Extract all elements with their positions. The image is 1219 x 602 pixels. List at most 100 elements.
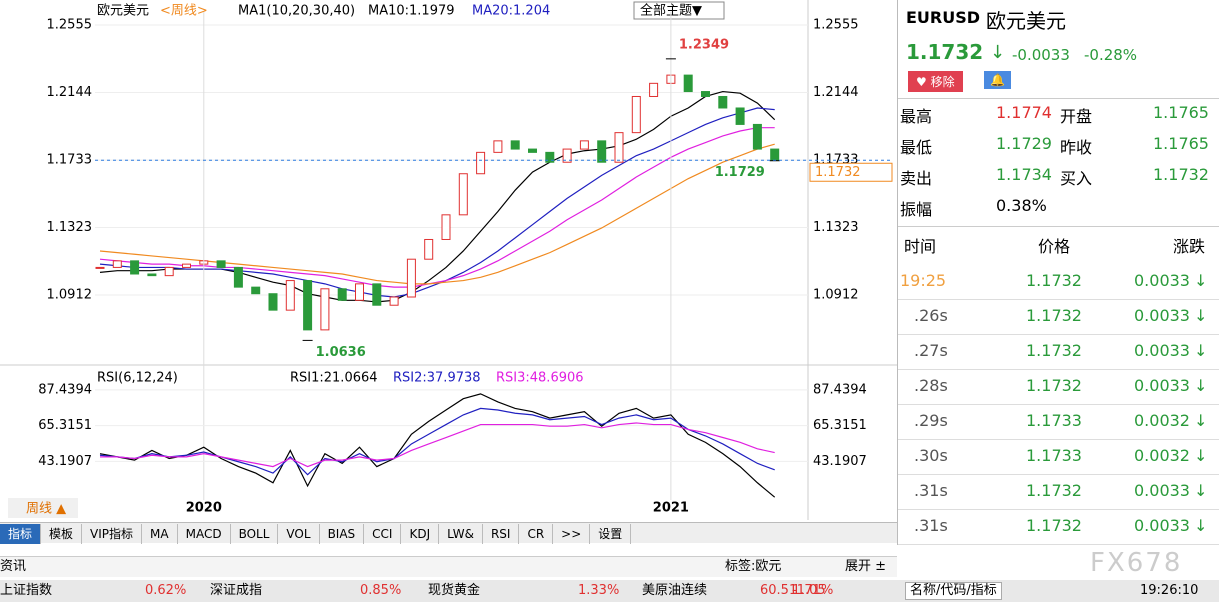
- search[interactable]: 名称/代码/指标: [905, 582, 1002, 600]
- y-tick-label: 87.4394: [38, 382, 92, 397]
- title: 欧元美元: [97, 4, 149, 19]
- trade-cell: 0.0032: [1134, 411, 1190, 430]
- news-title[interactable]: 资讯: [0, 559, 27, 574]
- ticker-item: 0.62%: [145, 583, 187, 598]
- trade-cell: 1.1733: [1026, 411, 1082, 430]
- candle: [164, 266, 174, 277]
- symbol: EURUSD: [906, 8, 981, 27]
- tab[interactable]: KDJ: [401, 524, 440, 544]
- quote-cell: 1.1732: [1153, 165, 1209, 184]
- candle: [303, 280, 313, 331]
- quote-cell: 最低: [900, 138, 933, 157]
- indicator: MA1(10,20,30,40): [238, 4, 355, 19]
- trade-cell: 0.0033: [1134, 271, 1190, 290]
- annotation: 1.1729: [715, 165, 765, 180]
- y-tick-label: 1.0912: [813, 288, 859, 303]
- down-arrow: ↓: [1194, 271, 1208, 290]
- tab[interactable]: VIP指标: [82, 524, 143, 544]
- tab[interactable]: BOLL: [231, 524, 279, 544]
- tab[interactable]: BIAS: [320, 524, 365, 544]
- annotation: 1.2349: [679, 37, 729, 52]
- trade-cell: .26s: [914, 306, 948, 325]
- ticker-item: 1.71%: [792, 583, 834, 598]
- quote-cell: 1.1765: [1153, 134, 1209, 153]
- y-tick-label: 1.1323: [47, 220, 93, 235]
- quote-cell: 1.1729: [996, 134, 1052, 153]
- candle: [112, 260, 122, 268]
- theme-label[interactable]: 全部主题▼: [640, 3, 702, 19]
- remove-label[interactable]: 移除: [930, 75, 955, 89]
- candle: [545, 151, 555, 163]
- candle: [649, 82, 659, 97]
- ticker-item: 美原油连续: [642, 583, 708, 598]
- period-button[interactable]: [8, 498, 78, 518]
- period: <周线>: [160, 4, 208, 19]
- candle: [476, 151, 486, 175]
- trade-cell: 0.0033: [1134, 481, 1190, 500]
- ticker-item: 上证指数: [0, 583, 53, 598]
- candle: [372, 283, 382, 306]
- y-tick-label: 87.4394: [813, 382, 867, 397]
- candle: [683, 74, 693, 93]
- candle: [493, 140, 503, 153]
- trade-header: 价格: [1038, 237, 1071, 256]
- ticker-item: 现货黄金: [428, 583, 481, 598]
- trade-cell: 1.1732: [1026, 481, 1082, 500]
- down-arrow: ↓: [1194, 516, 1208, 535]
- tab[interactable]: MACD: [178, 524, 231, 544]
- down-arrow: ↓: [1194, 411, 1208, 430]
- tab-bar: 指标 模板 VIP指标 MA MACD BOLL VOL BIAS CCI KDJ LW& RSI CR…: [0, 522, 897, 544]
- quote-cell: 昨收: [1060, 138, 1093, 157]
- ticker-item: 0.85%: [360, 583, 402, 598]
- series-line: [99, 143, 775, 285]
- arrow: ↓: [990, 42, 1006, 63]
- trade-cell: 1.1733: [1026, 446, 1082, 465]
- tab[interactable]: 模板: [41, 524, 83, 544]
- tab[interactable]: 指标: [0, 524, 42, 544]
- expand[interactable]: 展开 ±: [845, 559, 887, 574]
- chart-area: 欧元美元 <周线> MA1(10,20,30,40) MA10:1.1979 M…: [0, 0, 897, 520]
- down-arrow: ↓: [1194, 376, 1208, 395]
- candle: [355, 283, 364, 301]
- candle: [752, 123, 762, 150]
- tab[interactable]: 设置: [590, 524, 632, 544]
- series-line: [99, 393, 776, 498]
- trade-cell: 1.1732: [1026, 271, 1082, 290]
- remove-button[interactable]: ♥ 移除: [908, 71, 963, 92]
- tab[interactable]: RSI: [483, 524, 520, 544]
- legend: RSI3:48.6906: [496, 371, 584, 386]
- trade-cell: 0.0032: [1134, 446, 1190, 465]
- tab[interactable]: CR: [519, 524, 554, 544]
- tab[interactable]: MA: [142, 524, 178, 544]
- ticker-item: -1.05: [792, 583, 826, 598]
- x-tick-label: 2021: [653, 501, 689, 516]
- annotation: 1.0636: [316, 345, 366, 360]
- alert-button[interactable]: 🔔: [984, 71, 1011, 89]
- period-label[interactable]: 周线 ▲: [26, 502, 66, 517]
- tab[interactable]: VOL: [278, 524, 320, 544]
- tab[interactable]: LW&: [439, 524, 483, 544]
- tab[interactable]: CCI: [364, 524, 402, 544]
- ticker-item: 深证成指: [210, 583, 263, 598]
- series-line: [100, 422, 775, 468]
- quote-cell: 最高: [900, 107, 933, 126]
- ticker-item: 1.33%: [578, 583, 620, 598]
- y-tick-label: 1.2555: [47, 17, 93, 32]
- y-tick-label: 1.2555: [813, 17, 859, 32]
- tab[interactable]: >>: [553, 524, 591, 544]
- candle: [285, 280, 295, 311]
- trade-header: 时间: [904, 237, 937, 256]
- y-tick-label: 1.1323: [813, 220, 859, 235]
- candle: [337, 288, 347, 301]
- trade-row: [898, 265, 1219, 300]
- down-arrow: ↓: [1194, 446, 1208, 465]
- trade-cell: .31s: [914, 481, 948, 500]
- candle: [424, 238, 434, 260]
- change: -0.0033: [1012, 46, 1070, 64]
- quote-cell: 买入: [1060, 169, 1093, 188]
- theme-button[interactable]: [633, 1, 725, 20]
- trade-row: [898, 300, 1219, 335]
- x-tick-label: 2020: [186, 501, 222, 516]
- y-tick-label: 1.0912: [47, 288, 93, 303]
